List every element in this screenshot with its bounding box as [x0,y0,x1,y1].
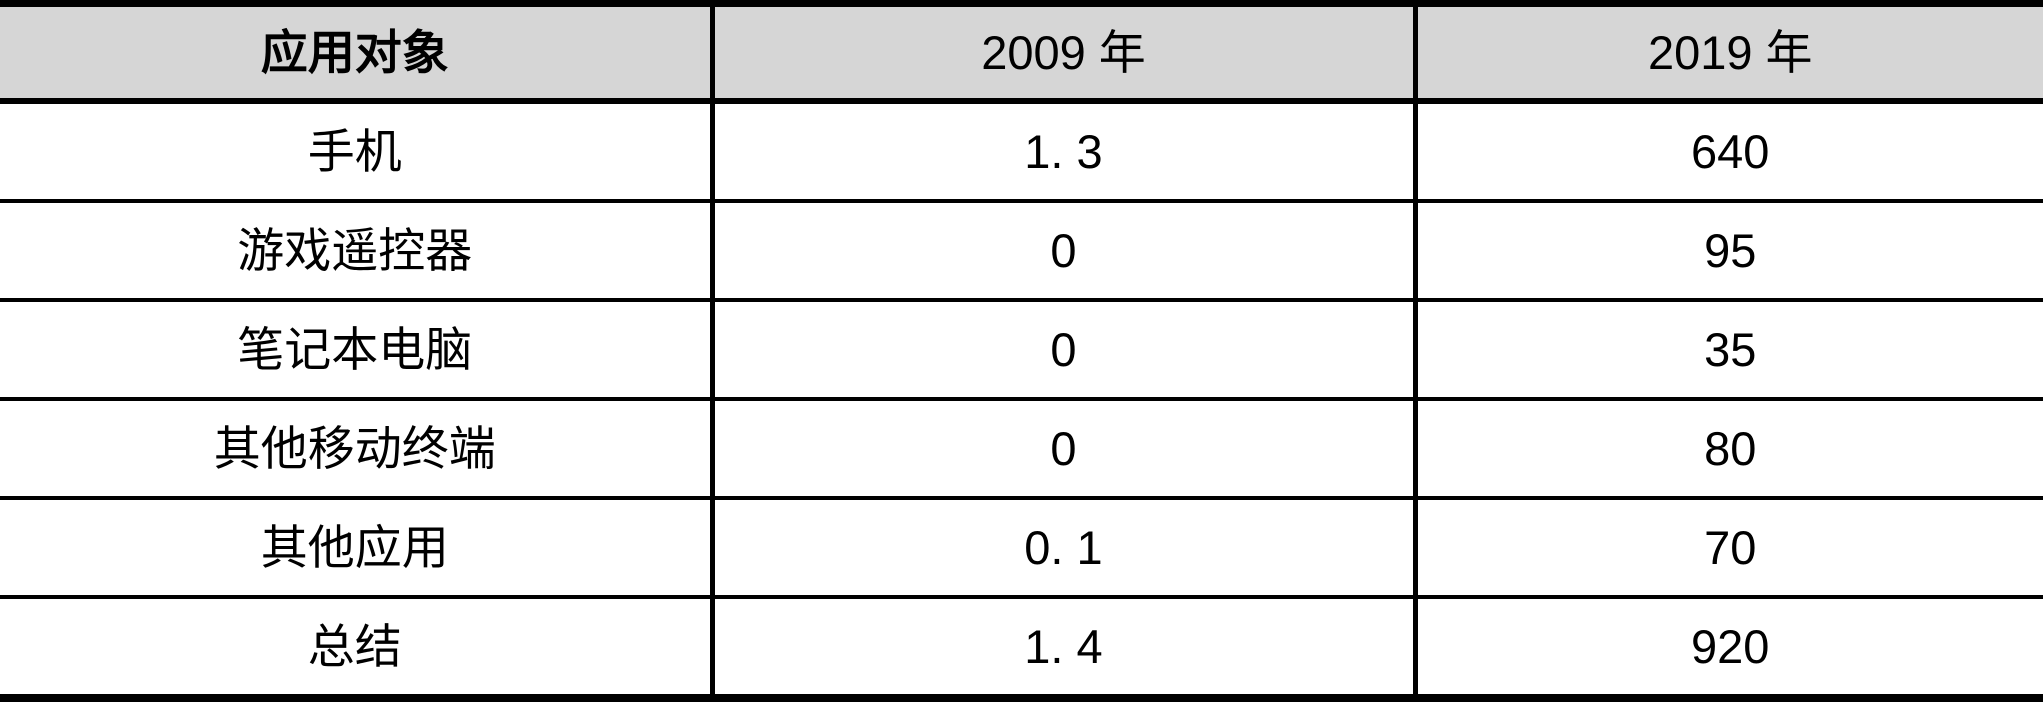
value-2019: 640 [1412,99,2043,201]
row-label: 总结 [0,595,712,698]
value-2009: 0 [709,199,1415,300]
table-row: 手机 1. 3 640 [0,99,2043,201]
value-2019: 35 [1412,298,2043,399]
header-cell-2019: 2019 年 [1412,3,2043,104]
value-2019: 80 [1412,397,2043,498]
table-row: 总结 1. 4 920 [0,595,2043,698]
value-2009: 0. 1 [709,496,1415,597]
table-header-row: 应用对象 2009 年 2019 年 [0,3,2043,104]
table-row: 笔记本电脑 0 35 [0,298,2043,399]
value-2009: 1. 4 [709,595,1415,698]
value-2019: 95 [1412,199,2043,300]
table-row: 其他应用 0. 1 70 [0,496,2043,597]
value-2009: 0 [709,298,1415,399]
value-2009: 0 [709,397,1415,498]
value-2019: 920 [1412,595,2043,698]
table-row: 游戏遥控器 0 95 [0,199,2043,300]
value-2019: 70 [1412,496,2043,597]
row-label: 笔记本电脑 [0,298,712,399]
row-label: 其他应用 [0,496,712,597]
row-label: 其他移动终端 [0,397,712,498]
header-cell-application-object: 应用对象 [0,3,712,104]
header-cell-2009: 2009 年 [709,3,1415,104]
row-label: 手机 [0,99,712,201]
row-label: 游戏遥控器 [0,199,712,300]
value-2009: 1. 3 [709,99,1415,201]
table-row: 其他移动终端 0 80 [0,397,2043,498]
